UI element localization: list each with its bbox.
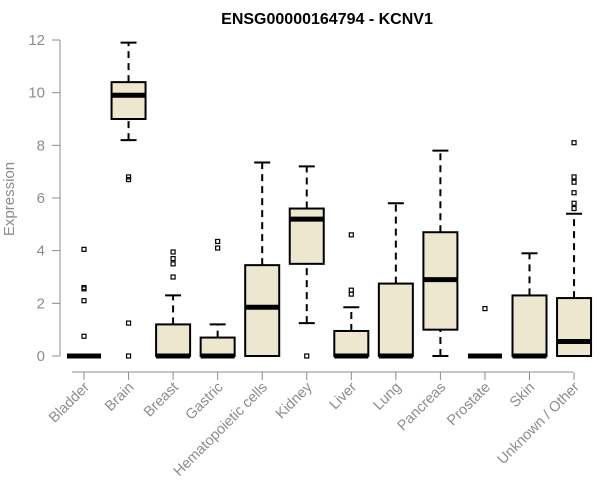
box-group (422, 149, 459, 357)
y-tick-label: 12 (28, 32, 45, 49)
outlier-point (125, 353, 132, 359)
box-iqr (556, 297, 593, 358)
box-group (67, 246, 101, 359)
outlier-point (571, 190, 577, 196)
y-tick-label: 10 (28, 85, 45, 102)
box-group (244, 161, 281, 357)
outlier-point (170, 274, 176, 280)
box-group (467, 306, 502, 359)
y-tick-label: 8 (37, 137, 45, 154)
box-group (155, 249, 192, 359)
chart-title: ENSG00000164794 - KCNV1 (221, 11, 433, 28)
box-group (199, 238, 236, 359)
x-category-label: Pancreas (395, 380, 450, 435)
x-category-label: Bladder (46, 379, 93, 426)
x-category-label: Skin (507, 380, 538, 411)
outlier-point (571, 200, 577, 206)
y-ticks: 0 2 4 6 8 10 12 (28, 32, 60, 365)
outlier-point (170, 255, 176, 262)
boxes (67, 41, 593, 359)
outlier-point (81, 284, 87, 291)
outlier-point (81, 298, 87, 304)
box-group (333, 232, 370, 359)
outlier-point (81, 333, 87, 339)
x-category-label: Prostate (444, 380, 493, 429)
y-tick-label: 6 (37, 190, 45, 207)
box-iqr (110, 81, 147, 120)
outlier-point (571, 205, 577, 212)
outlier-point (170, 261, 176, 267)
box-iqr (155, 323, 192, 357)
box-group (511, 252, 548, 359)
outlier-point (170, 249, 176, 255)
x-category-label: Kidney (273, 379, 316, 422)
x-category-label: Brain (102, 380, 137, 415)
box-group (288, 165, 325, 359)
outlier-point (304, 353, 310, 359)
outlier-point (215, 245, 221, 251)
outlier-point (348, 287, 354, 293)
outlier-point (125, 174, 132, 180)
outlier-point (571, 174, 577, 180)
box-iqr (244, 264, 281, 357)
outlier-point (125, 320, 132, 326)
x-category-label: Gastric (183, 380, 227, 424)
x-category-label: Lung (371, 380, 405, 414)
x-category-label: Breast (141, 380, 182, 421)
outlier-point (81, 246, 87, 252)
box-group (377, 202, 414, 359)
box-iqr (511, 294, 548, 357)
box-iqr (377, 282, 414, 358)
box-group (556, 140, 593, 358)
x-category-label: Liver (327, 379, 361, 413)
box-group (110, 41, 147, 359)
y-tick-label: 0 (37, 348, 45, 365)
outlier-point (571, 179, 577, 185)
outlier-point (125, 176, 132, 183)
y-axis-label: Expression (1, 162, 18, 236)
outlier-point (571, 140, 577, 146)
box-iqr (199, 336, 236, 358)
outlier-point (215, 238, 221, 245)
box-iqr (333, 329, 370, 358)
x-category-label: Unknown / Other (495, 379, 583, 467)
outlier-point (482, 306, 488, 312)
outlier-point (348, 232, 354, 238)
y-tick-label: 2 (37, 295, 45, 312)
y-tick-label: 4 (37, 243, 45, 260)
